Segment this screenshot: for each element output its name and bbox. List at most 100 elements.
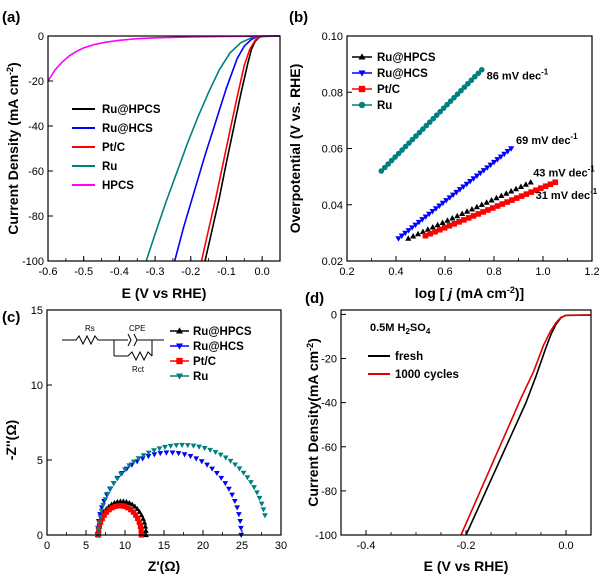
data-point-ru: [381, 164, 388, 171]
data-point-pt-c: [130, 509, 136, 515]
data-point-ru-hpcs: [503, 190, 510, 196]
data-point-ru-hcs: [480, 168, 487, 174]
axes-frame: [340, 309, 592, 536]
x-tick-label: 30: [275, 540, 287, 552]
plot-area-b: [378, 66, 559, 242]
data-point-ru-hpcs: [131, 503, 138, 509]
data-point-pt-c: [135, 515, 141, 522]
y-tick-label: -80: [28, 211, 44, 223]
data-point-ru: [97, 514, 104, 520]
data-point-ru: [107, 486, 114, 492]
legend: Ru@HPCS Ru@HCS Pt/C Ru: [352, 52, 436, 112]
data-point-ru: [385, 161, 392, 167]
data-point-pt-c: [109, 505, 115, 511]
data-point-ru-hpcs: [463, 208, 471, 214]
legend: Ru@HPCS Ru@HCS Pt/C Ru HPCS: [72, 104, 161, 192]
data-point-ru-hcs: [187, 454, 194, 460]
circuit-rct-resistor: [127, 350, 153, 362]
legend-label: HPCS: [102, 180, 134, 192]
data-point-pt-c: [533, 187, 539, 193]
data-point-ru: [437, 108, 443, 115]
data-point-ru: [173, 443, 180, 449]
slope-annotation: 31 mV dec-1: [536, 187, 598, 202]
data-point-ru-hcs: [163, 450, 170, 456]
data-point-ru-hpcs: [454, 212, 461, 219]
panel-label: (b): [289, 9, 308, 26]
data-point-ru-hcs: [139, 456, 146, 462]
data-point-ru-hcs: [443, 198, 450, 204]
x-tick-label: 0.4: [388, 266, 403, 278]
x-tick-label: 0.0: [255, 266, 270, 278]
circuit-label-rct: Rct: [132, 365, 145, 374]
data-point-pt-c: [122, 503, 128, 510]
y-axis-title: Current Density (mA cm-2): [5, 62, 21, 234]
legend-label: Ru: [193, 371, 208, 383]
data-point-ru-hpcs: [429, 224, 436, 230]
data-point-ru-hcs: [453, 189, 460, 196]
data-point-pt-c: [125, 505, 131, 511]
data-point-ru-hcs: [237, 518, 244, 525]
data-point-ru-hcs: [501, 151, 508, 158]
data-point-ru: [104, 491, 111, 497]
legend-label: Ru@HCS: [102, 123, 153, 135]
data-point-ru: [475, 70, 482, 77]
data-point-ru-hpcs: [140, 515, 146, 521]
legend-label: Ru@HPCS: [193, 326, 252, 338]
data-point-ru-hcs: [432, 206, 440, 212]
x-tick-label: -0.2: [457, 540, 476, 552]
data-point-ru-hpcs: [473, 203, 480, 210]
data-point-ru-hpcs: [129, 501, 136, 507]
plot-area-d: [460, 314, 592, 536]
data-point-ru: [162, 444, 168, 451]
legend-label: Ru@HCS: [193, 341, 244, 353]
y-tick-label: 0.06: [322, 144, 343, 156]
data-point-ru: [395, 150, 402, 157]
legend-label: Ru@HCS: [377, 68, 428, 80]
data-point-ru-hpcs: [512, 185, 520, 192]
data-point-ru-hcs: [209, 466, 215, 472]
panel-b: 86 mV dec-1 69 mV dec-1 43 mV dec-1 31 mV d…: [287, 9, 600, 301]
data-point-ru-hpcs: [142, 523, 149, 529]
data-point-ru: [212, 450, 219, 456]
legend-marker: [176, 357, 183, 365]
data-point-ru-hcs: [405, 228, 412, 234]
data-point-ru-hcs: [494, 157, 501, 163]
data-point-ru-hpcs: [517, 183, 525, 189]
data-point-ru-hcs: [218, 475, 225, 481]
data-point-pt-c: [133, 512, 139, 518]
data-point-ru-hcs: [181, 452, 188, 458]
x-tick-label: 0.0: [558, 540, 573, 552]
data-point-ru: [135, 456, 142, 462]
legend-marker: [175, 373, 184, 380]
y-tick-label: 15: [31, 305, 43, 317]
y-axis-title: Overpotential (V vs. RHE): [287, 64, 303, 234]
data-point-pt-c: [441, 224, 448, 231]
x-tick-label: -0.6: [39, 266, 58, 278]
data-point-pt-c: [528, 189, 535, 195]
y-tick-label: -100: [22, 256, 44, 268]
data-point-ru-hcs: [145, 454, 152, 460]
data-point-ru: [190, 443, 197, 449]
equivalent-circuit: [62, 333, 164, 362]
data-point-ru-hpcs: [468, 206, 476, 212]
data-point-pt-c: [118, 503, 125, 509]
y-tick-label: 0: [37, 530, 43, 542]
electrolyte-note: 0.5M H2SO4: [370, 322, 431, 336]
data-point-ru-hcs: [198, 459, 205, 465]
data-point-pt-c: [137, 523, 144, 529]
data-point-ru: [102, 497, 109, 503]
x-tick-label: -0.4: [110, 266, 129, 278]
data-point-ru: [416, 129, 423, 136]
data-point-ru-hcs: [463, 181, 470, 188]
series-line-1000-cycles: [460, 314, 592, 536]
x-axis-title: E (V vs RHE): [122, 285, 207, 301]
data-point-pt-c: [446, 222, 453, 229]
data-point-pt-c: [538, 185, 544, 191]
axes-frame: [47, 35, 281, 262]
data-point-ru: [458, 87, 464, 94]
data-point-ru-hcs: [157, 451, 164, 457]
x-axis-title: E (V vs RHE): [424, 558, 509, 574]
data-point-ru-hcs: [473, 173, 481, 179]
data-point-ru-hpcs: [434, 221, 441, 228]
